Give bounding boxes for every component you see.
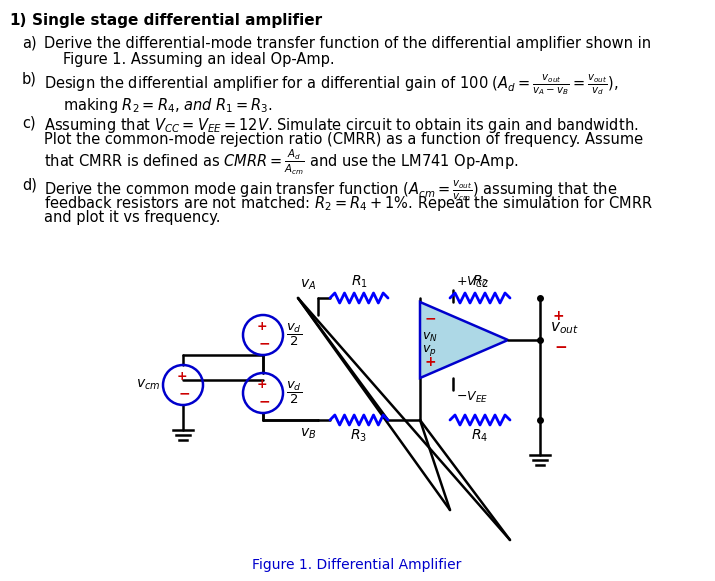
Text: $v_{out}$: $v_{out}$ xyxy=(550,320,579,336)
Text: that CMRR is defined as $\mathit{CMRR} = \frac{A_d}{A_{cm}}$ and use the LM741 O: that CMRR is defined as $\mathit{CMRR} =… xyxy=(44,148,518,177)
Text: Design the differential amplifier for a differential gain of 100 ($A_d = \frac{v: Design the differential amplifier for a … xyxy=(44,72,618,97)
Text: $+V_{CC}$: $+V_{CC}$ xyxy=(456,275,490,290)
Text: Single stage differential amplifier: Single stage differential amplifier xyxy=(32,13,322,28)
Text: $\dfrac{v_d}{2}$: $\dfrac{v_d}{2}$ xyxy=(286,322,302,348)
Text: and plot it vs frequency.: and plot it vs frequency. xyxy=(44,210,220,225)
Text: +: + xyxy=(177,370,187,383)
Text: Derive the differential-mode transfer function of the differential amplifier sho: Derive the differential-mode transfer fu… xyxy=(44,36,651,51)
Text: $R_4$: $R_4$ xyxy=(471,428,488,444)
Text: $v_A$: $v_A$ xyxy=(300,278,316,292)
Text: −: − xyxy=(258,394,270,408)
Text: a): a) xyxy=(22,36,36,51)
Text: 1): 1) xyxy=(9,13,26,28)
Text: +: + xyxy=(257,378,267,391)
Text: feedback resistors are not matched: $R_2 = R_4 + 1\%$. Repeat the simulation for: feedback resistors are not matched: $R_2… xyxy=(44,194,653,213)
Text: c): c) xyxy=(22,116,36,131)
Text: $v_{cm}$: $v_{cm}$ xyxy=(136,378,160,392)
Text: +: + xyxy=(424,355,436,369)
Text: Derive the common mode gain transfer function ($A_{cm} = \frac{v_{out}}{v_{cm}}$: Derive the common mode gain transfer fun… xyxy=(44,178,617,203)
Text: +: + xyxy=(257,320,267,333)
Text: $R_2$: $R_2$ xyxy=(472,274,488,290)
Text: −: − xyxy=(424,311,436,325)
Text: $v_p$: $v_p$ xyxy=(422,343,437,358)
Text: $R_3$: $R_3$ xyxy=(350,428,368,444)
Text: $v_N$: $v_N$ xyxy=(422,331,438,344)
Text: $v_B$: $v_B$ xyxy=(300,427,316,442)
Text: $R_1$: $R_1$ xyxy=(350,274,368,290)
Text: d): d) xyxy=(22,178,37,193)
Text: −: − xyxy=(258,336,270,350)
Text: $\dfrac{v_d}{2}$: $\dfrac{v_d}{2}$ xyxy=(286,380,302,406)
Text: making $R_2 = R_4$, $\mathit{and}$ $R_1 = R_3$.: making $R_2 = R_4$, $\mathit{and}$ $R_1 … xyxy=(63,96,273,115)
Text: +: + xyxy=(552,309,563,323)
Text: Assuming that $V_{CC} = V_{EE} = 12V$. Simulate circuit to obtain its gain and b: Assuming that $V_{CC} = V_{EE} = 12V$. S… xyxy=(44,116,638,135)
Text: Figure 1. Assuming an ideal Op-Amp.: Figure 1. Assuming an ideal Op-Amp. xyxy=(63,52,335,67)
Text: b): b) xyxy=(22,72,37,87)
Polygon shape xyxy=(420,302,508,378)
Text: −: − xyxy=(554,340,567,356)
Text: Plot the common-mode rejection ratio (CMRR) as a function of frequency. Assume: Plot the common-mode rejection ratio (CM… xyxy=(44,132,643,147)
Text: −: − xyxy=(178,386,189,400)
Text: Figure 1. Differential Amplifier: Figure 1. Differential Amplifier xyxy=(252,558,462,572)
Text: $-V_{EE}$: $-V_{EE}$ xyxy=(456,390,488,405)
